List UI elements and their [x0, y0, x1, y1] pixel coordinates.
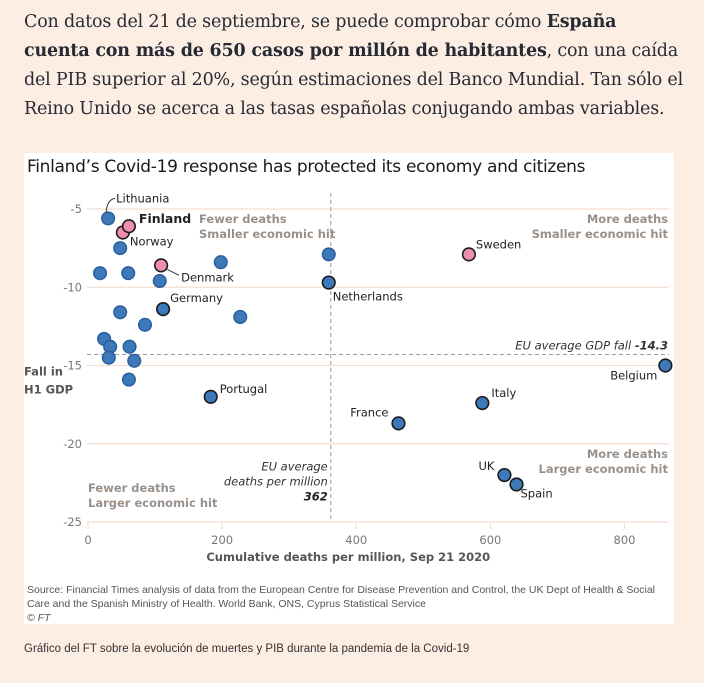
leader-line — [105, 197, 116, 213]
data-point-lithuania — [101, 211, 116, 226]
eu-gdp-reference-label: EU average GDP fall -14.3 — [515, 339, 668, 353]
point-label-norway: Norway — [130, 234, 174, 248]
x-tick-label: 400 — [345, 533, 367, 547]
source-text: Source: Financial Times analysis of data… — [27, 584, 655, 610]
data-point — [113, 305, 128, 320]
eu-gdp-label-text: EU average GDP fall — [515, 339, 635, 353]
data-point-denmark — [153, 258, 169, 273]
y-tick-label: -20 — [63, 437, 82, 451]
quadrant-label: Smaller economic hit — [199, 227, 336, 241]
y-axis-label: H1 GDP — [24, 383, 73, 397]
point-label-uk: UK — [478, 459, 494, 473]
intro-text: , con una caída del PIB superior al 20%,… — [24, 41, 683, 119]
point-label-portugal: Portugal — [220, 382, 268, 396]
data-point — [121, 266, 136, 281]
eu-deaths-reference-label: EU average — [261, 459, 327, 473]
chart-source: Source: Financial Times analysis of data… — [27, 583, 667, 625]
data-point-france — [391, 416, 406, 431]
point-label-denmark: Denmark — [181, 270, 234, 284]
leader-line — [166, 268, 180, 276]
y-axis-label: Fall in — [24, 365, 63, 379]
data-point-uk — [497, 467, 512, 483]
eu-deaths-reference-label: deaths per million — [224, 474, 328, 488]
figure-caption: Gráfico del FT sobre la evolución de mue… — [24, 643, 470, 655]
quadrant-label: Larger economic hit — [88, 496, 218, 510]
x-tick-label: 600 — [479, 533, 501, 547]
chart-panel: Finland’s Covid-19 response has protecte… — [24, 153, 674, 624]
point-label-finland: Finland — [139, 211, 191, 226]
data-point-netherlands — [321, 275, 336, 290]
scatter-plot: -5 -10 -15 -20 -250 200 400 600 800 Cumulative de… — [24, 191, 673, 564]
chart-title: Finland’s Covid-19 response has protecte… — [27, 157, 586, 177]
y-tick-label: -25 — [63, 515, 82, 529]
data-point-spain — [509, 477, 524, 492]
point-label-france: France — [350, 405, 388, 419]
intro-text: Con datos del 21 de septiembre, se puede… — [24, 12, 547, 32]
intro-bold-text: España cuenta con más de 650 casos por m… — [24, 12, 617, 61]
point-label-spain: Spain — [521, 486, 553, 500]
y-tick-label: -15 — [63, 359, 82, 373]
quadrant-label: Smaller economic hit — [532, 227, 669, 241]
quadrant-label: More deaths — [587, 447, 668, 461]
data-point — [152, 273, 167, 289]
quadrant-label: More deaths — [587, 212, 668, 226]
x-axis-label: Cumulative deaths per million, Sep 21 20… — [206, 550, 490, 564]
x-tick-label: 800 — [614, 533, 636, 547]
data-point — [101, 350, 116, 365]
point-label-netherlands: Netherlands — [333, 290, 403, 304]
point-label-sweden: Sweden — [476, 237, 521, 251]
quadrant-label: Larger economic hit — [539, 462, 669, 476]
data-point — [233, 309, 248, 325]
data-point — [113, 241, 128, 256]
y-tick-label: -10 — [63, 280, 82, 294]
point-label-italy: Italy — [491, 386, 516, 400]
copyright: © FT — [27, 612, 51, 624]
y-tick-label: -5 — [71, 202, 82, 216]
data-point — [213, 255, 228, 270]
eu-deaths-reference-value: 362 — [304, 489, 328, 503]
data-point-portugal — [203, 389, 218, 404]
data-point — [122, 339, 137, 354]
data-point-belgium — [658, 358, 673, 373]
point-label-germany: Germany — [170, 291, 223, 305]
data-point — [127, 353, 142, 368]
data-point-sweden — [461, 247, 477, 262]
data-point — [321, 247, 336, 262]
point-label-belgium: Belgium — [610, 369, 657, 383]
data-point — [93, 266, 108, 281]
data-point-italy — [475, 395, 490, 411]
x-tick-label: 0 — [84, 533, 91, 547]
data-point-finland — [121, 219, 137, 234]
point-label-lithuania: Lithuania — [116, 191, 169, 205]
quadrant-label: Fewer deaths — [199, 212, 287, 226]
x-tick-label: 200 — [211, 533, 233, 547]
article-intro-paragraph: Con datos del 21 de septiembre, se puede… — [24, 8, 684, 124]
data-point — [121, 372, 136, 387]
data-point — [137, 317, 153, 332]
eu-gdp-label-value: -14.3 — [635, 339, 668, 353]
data-point-germany — [156, 302, 171, 317]
quadrant-label: Fewer deaths — [88, 481, 176, 495]
